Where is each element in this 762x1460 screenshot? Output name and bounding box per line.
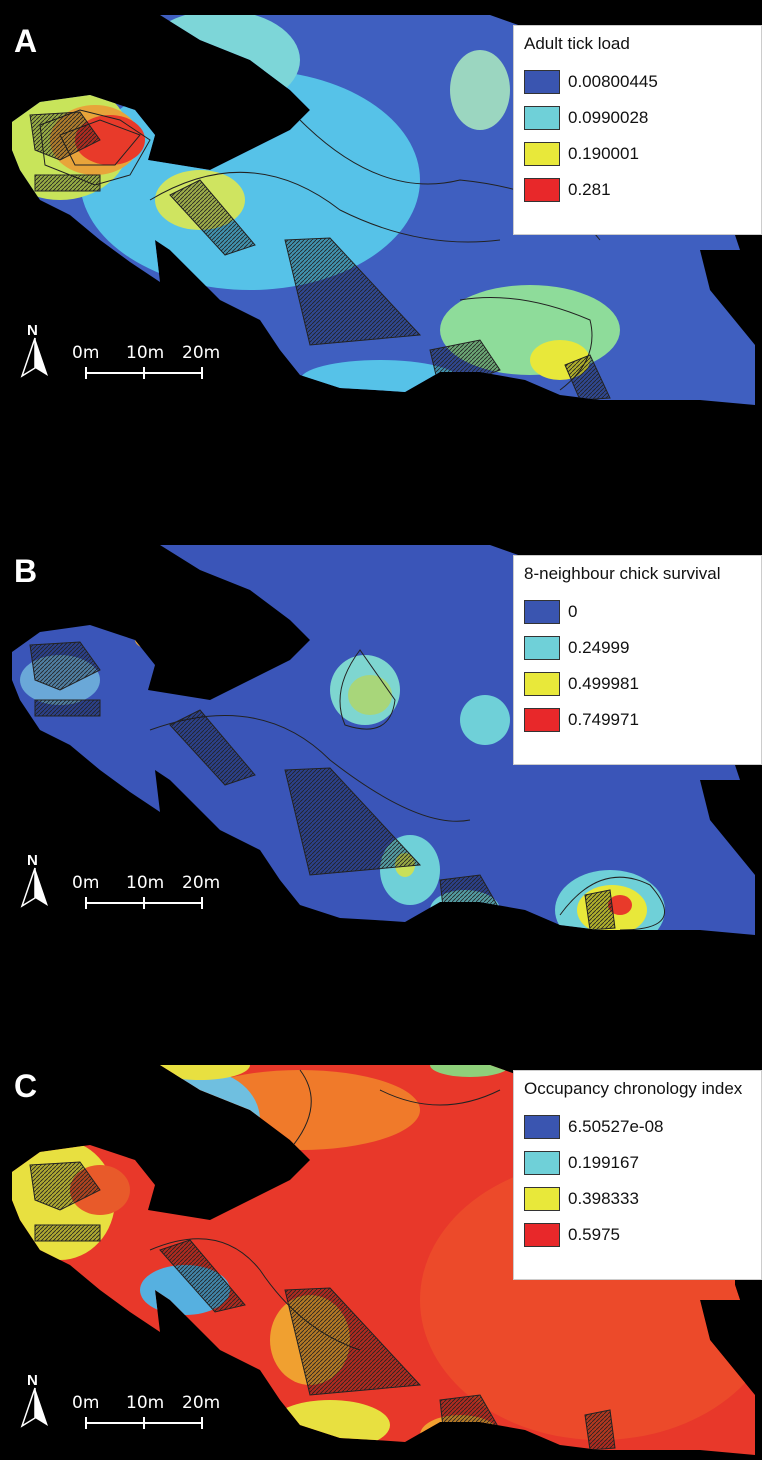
legend-swatch [524, 1187, 560, 1211]
legend-a: Adult tick load 0.00800445 0.0990028 0.1… [513, 25, 762, 235]
scale-label-20: 20m [182, 343, 221, 363]
legend-label: 6.50527e-08 [568, 1117, 664, 1136]
scale-bar: 0m 10m 20m [72, 343, 220, 383]
legend-item: 6.50527e-08 [524, 1109, 751, 1145]
legend-label: 0.281 [568, 180, 611, 199]
scale-label-0: 0m [72, 1393, 100, 1413]
legend-item: 0.00800445 [524, 64, 751, 100]
legend-swatch [524, 1223, 560, 1247]
scale-label-0: 0m [72, 343, 100, 363]
scale-label-10: 10m [126, 343, 165, 363]
panel-b: B 8-neighbour chick survival 0 0.24999 0… [0, 530, 762, 950]
legend-item: 0.499981 [524, 666, 751, 702]
legend-title: Adult tick load [524, 34, 630, 53]
legend-label: 0.398333 [568, 1189, 639, 1208]
legend-label: 0.199167 [568, 1153, 639, 1172]
legend-item: 0.281 [524, 172, 751, 208]
north-arrow-icon: N [18, 1372, 52, 1428]
legend-item: 0.190001 [524, 136, 751, 172]
legend-c: Occupancy chronology index 6.50527e-08 0… [513, 1070, 762, 1280]
scale-label-10: 10m [126, 1393, 165, 1413]
scale-label-10: 10m [126, 873, 165, 893]
legend-swatch [524, 1115, 560, 1139]
north-arrow-icon: N [18, 852, 52, 908]
panel-letter-a: A [14, 23, 38, 59]
north-arrow-icon: N [18, 322, 52, 378]
legend-item: 0.398333 [524, 1181, 751, 1217]
north-label: N [27, 1372, 38, 1389]
legend-swatch [524, 600, 560, 624]
legend-swatch [524, 142, 560, 166]
legend-item: 0 [524, 594, 751, 630]
scale-label-0: 0m [72, 873, 100, 893]
legend-item: 0.5975 [524, 1217, 751, 1253]
north-label: N [27, 852, 38, 869]
legend-label: 0.0990028 [568, 108, 649, 127]
legend-swatch [524, 178, 560, 202]
legend-label: 0.00800445 [568, 72, 658, 91]
legend-label: 0.190001 [568, 144, 639, 163]
scale-label-20: 20m [182, 1393, 221, 1413]
legend-title: 8-neighbour chick survival [524, 564, 721, 583]
legend-label: 0 [568, 602, 578, 621]
legend-swatch [524, 70, 560, 94]
legend-item: 0.199167 [524, 1145, 751, 1181]
legend-swatch [524, 672, 560, 696]
scale-bar: 0m 10m 20m [72, 873, 220, 913]
legend-swatch [524, 1151, 560, 1175]
panel-c: C Occupancy chronology index 6.50527e-08… [0, 1050, 762, 1460]
panel-letter-b: B [14, 553, 38, 589]
legend-item: 0.749971 [524, 702, 751, 738]
legend-b: 8-neighbour chick survival 0 0.24999 0.4… [513, 555, 762, 765]
legend-label: 0.5975 [568, 1225, 620, 1244]
legend-swatch [524, 106, 560, 130]
panel-a: A Adult tick load 0.00800445 0.0990028 0… [0, 0, 762, 420]
legend-label: 0.749971 [568, 710, 639, 729]
north-label: N [27, 322, 38, 339]
legend-swatch [524, 636, 560, 660]
legend-item: 0.24999 [524, 630, 751, 666]
legend-label: 0.499981 [568, 674, 639, 693]
legend-label: 0.24999 [568, 638, 630, 657]
legend-swatch [524, 708, 560, 732]
panel-letter-c: C [14, 1068, 38, 1104]
legend-title: Occupancy chronology index [524, 1079, 743, 1098]
scale-label-20: 20m [182, 873, 221, 893]
legend-item: 0.0990028 [524, 100, 751, 136]
scale-bar: 0m 10m 20m [72, 1393, 220, 1433]
